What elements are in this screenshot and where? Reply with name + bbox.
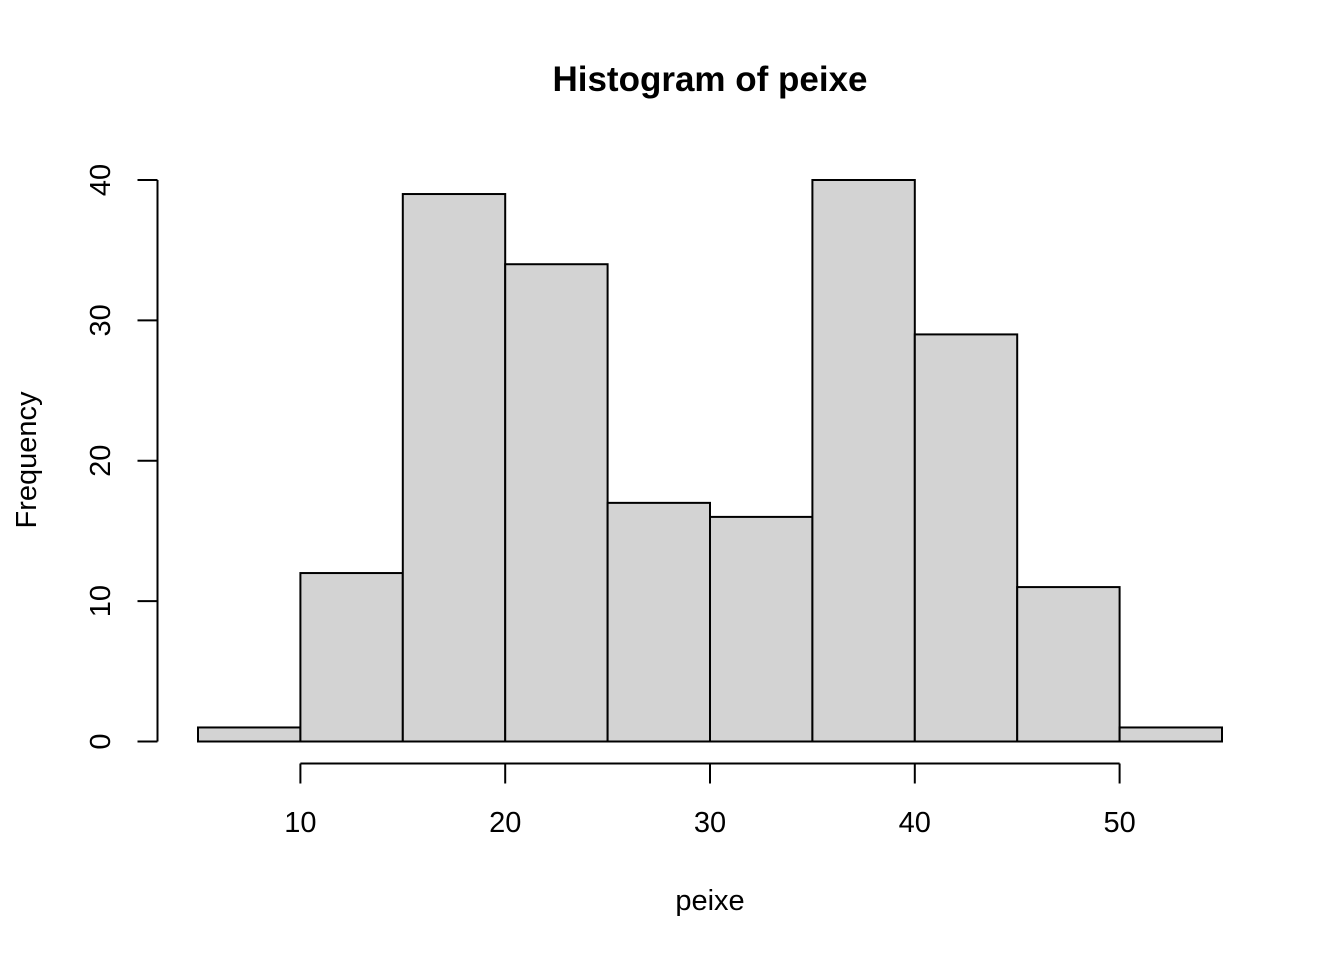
x-tick-label: 40: [899, 807, 931, 839]
x-tick-label: 10: [284, 807, 316, 839]
histogram-bar: [913, 333, 1019, 743]
y-tick-label: 10: [85, 585, 117, 617]
histogram-bar: [504, 263, 609, 743]
y-axis: 0 10 20 30 40: [85, 164, 159, 750]
histogram-bar: [299, 572, 404, 743]
histogram-bar: [1118, 726, 1223, 743]
x-axis-label: peixe: [675, 885, 744, 917]
histogram-bar: [811, 179, 916, 743]
y-tick-label: 20: [85, 445, 117, 477]
histogram-bar: [1016, 586, 1121, 743]
y-tick-label: 30: [85, 304, 117, 336]
x-tick-label: 30: [694, 807, 726, 839]
histogram-bar: [197, 726, 302, 743]
x-tick-label: 20: [489, 807, 521, 839]
x-tick-label: 50: [1103, 807, 1135, 839]
y-tick-label: 0: [85, 733, 117, 749]
x-axis: 10 20 30 40 50: [284, 762, 1136, 839]
chart-title: Histogram of peixe: [552, 60, 867, 99]
y-tick-label: 40: [85, 164, 117, 196]
bars-group: [197, 179, 1223, 743]
histogram-bar: [401, 193, 507, 743]
histogram-bar: [606, 501, 711, 743]
y-axis-label: Frequency: [11, 391, 43, 529]
histogram-bar: [709, 515, 814, 743]
